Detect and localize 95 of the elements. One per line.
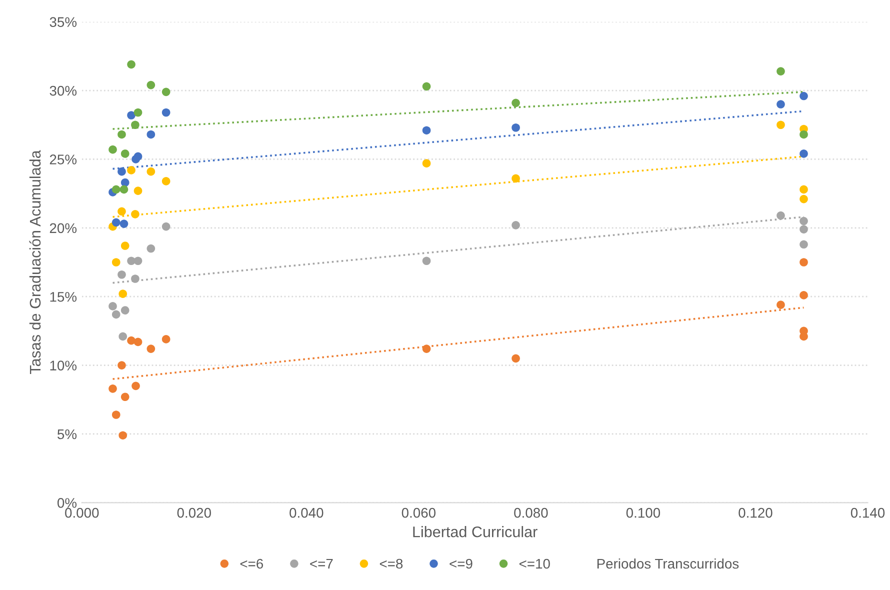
point <box>120 306 130 315</box>
legend-label: <=10 <box>519 558 550 569</box>
legend-label: <=7 <box>310 558 333 569</box>
point <box>422 126 431 135</box>
y-tick-label: 20% <box>50 223 77 234</box>
legend-label: <=9 <box>450 558 472 569</box>
point <box>422 344 431 353</box>
legend-label: <=8 <box>380 558 403 569</box>
point <box>512 354 520 363</box>
point <box>131 274 140 283</box>
point <box>112 185 120 194</box>
point <box>800 150 808 158</box>
point <box>800 130 808 139</box>
point <box>800 258 808 266</box>
point <box>776 211 785 220</box>
x-tick-label: 0.120 <box>738 508 772 518</box>
point <box>127 336 136 345</box>
point <box>800 92 808 100</box>
point <box>112 410 120 419</box>
point <box>776 67 785 76</box>
point <box>512 220 520 230</box>
point <box>127 60 136 69</box>
point <box>800 240 808 249</box>
x-tick-label: 0.040 <box>290 508 324 518</box>
point <box>127 166 136 174</box>
point <box>800 194 808 204</box>
point <box>512 174 520 183</box>
point <box>146 167 156 176</box>
point <box>108 302 117 310</box>
point <box>120 150 130 158</box>
point <box>118 431 128 440</box>
x-tick-label: 0.000 <box>65 508 99 518</box>
point <box>112 310 120 319</box>
y-tick-label: 25% <box>50 154 77 164</box>
point <box>800 216 808 226</box>
point <box>512 123 520 132</box>
point <box>422 256 431 266</box>
point <box>800 225 808 234</box>
point <box>776 120 785 130</box>
legend-title: Periodos Transcurridos <box>597 558 739 569</box>
point <box>131 210 140 218</box>
point <box>800 185 808 194</box>
point <box>162 88 170 96</box>
point <box>162 335 170 344</box>
y-tick-label: 5% <box>58 429 77 440</box>
point <box>134 338 142 346</box>
point <box>127 111 136 120</box>
point <box>118 130 126 139</box>
x-tick-label: 0.080 <box>514 508 548 518</box>
point <box>134 256 142 266</box>
point <box>118 167 126 176</box>
point <box>131 120 140 130</box>
point <box>120 242 130 250</box>
point <box>800 291 808 300</box>
point <box>146 244 156 253</box>
point <box>118 207 126 216</box>
point <box>162 177 170 186</box>
y-tick-label: 0% <box>57 498 77 508</box>
point <box>118 270 126 279</box>
y-tick-label: 15% <box>50 292 77 302</box>
point <box>512 98 520 108</box>
y-axis-title: Tasas de Graduación Acumulada <box>29 150 41 374</box>
point <box>146 80 156 90</box>
point <box>146 130 156 139</box>
point <box>134 152 142 161</box>
x-tick-label: 0.060 <box>402 508 436 518</box>
y-tick-label: 10% <box>50 360 77 370</box>
point <box>120 185 128 194</box>
y-tick-label: 30% <box>50 86 77 96</box>
point <box>132 382 140 390</box>
point <box>162 222 170 231</box>
point <box>112 218 120 227</box>
point <box>134 186 142 195</box>
point <box>108 145 117 154</box>
point <box>120 220 128 228</box>
point <box>120 392 130 402</box>
point <box>776 300 785 310</box>
x-axis-title: Libertad Curricular <box>413 526 538 538</box>
point <box>422 159 431 168</box>
x-tick-label: 0.140 <box>850 508 885 518</box>
point <box>118 332 128 341</box>
point <box>120 178 130 187</box>
point <box>108 384 117 393</box>
x-tick-label: 0.020 <box>177 508 211 518</box>
point <box>112 258 120 266</box>
x-tick-label: 0.100 <box>626 508 660 518</box>
legend-label: <=6 <box>240 558 264 569</box>
point <box>776 100 785 108</box>
point <box>162 108 170 117</box>
point <box>422 82 431 91</box>
point <box>118 361 126 370</box>
y-tick-label: 35% <box>50 17 77 27</box>
point <box>146 344 156 353</box>
point <box>134 108 142 117</box>
point <box>118 290 128 298</box>
